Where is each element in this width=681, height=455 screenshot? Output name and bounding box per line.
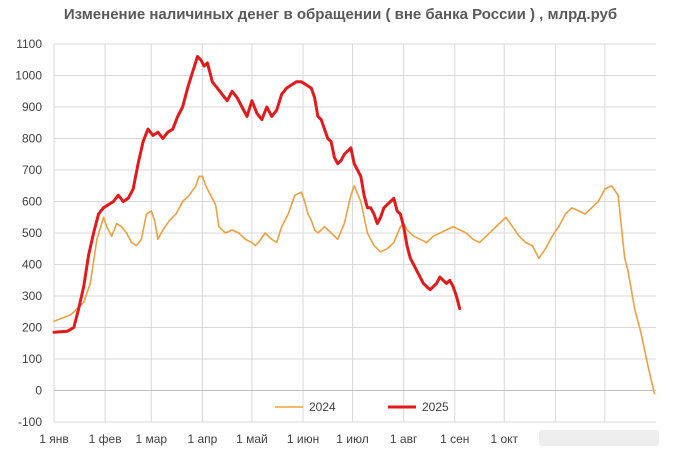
x-tick-label: 1 май — [236, 432, 268, 446]
x-tick-label: 1 янв — [39, 432, 69, 446]
series-line-2025 — [52, 55, 462, 334]
watermark-overlay — [539, 430, 659, 446]
series-lines — [52, 55, 656, 395]
y-tick-label: 200 — [22, 321, 42, 335]
gridlines — [53, 43, 656, 423]
legend-label-2024: 2024 — [309, 400, 336, 414]
y-tick-label: 100 — [22, 352, 42, 366]
y-tick-label: 0 — [35, 384, 42, 398]
x-axis-tick-labels: 1 янв 1 фев 1 мар 1 апр 1 май 1 июн 1 июл 1 авг… — [39, 432, 620, 446]
series-line-2024 — [53, 175, 656, 395]
y-tick-label: 800 — [22, 132, 42, 146]
x-tick-label: 1 авг — [390, 432, 418, 446]
x-tick-label: 1 июн — [287, 432, 319, 446]
legend: 2024 2025 — [275, 400, 449, 414]
y-tick-label: 400 — [22, 258, 42, 272]
y-tick-label: 300 — [22, 289, 42, 303]
x-tick-label: 1 окт — [490, 432, 518, 446]
y-tick-label: 1100 — [16, 37, 42, 51]
y-tick-label: 600 — [22, 195, 42, 209]
y-axis-tick-labels: -100 0 100 200 300 400 500 600 700 800 900 1000 1100 — [15, 37, 42, 429]
y-tick-label: 700 — [22, 163, 42, 177]
y-tick-label: 1000 — [15, 69, 42, 83]
y-tick-label: 500 — [22, 226, 42, 240]
x-tick-label: 1 июл — [336, 432, 368, 446]
x-tick-label: 1 сен — [440, 432, 469, 446]
x-tick-label: 1 апр — [188, 432, 218, 446]
legend-label-2025: 2025 — [422, 400, 449, 414]
chart-title: Изменение наличиных денег в обращении ( … — [63, 6, 618, 23]
x-tick-label: 1 фев — [89, 432, 122, 446]
x-tick-label: 1 мар — [136, 432, 168, 446]
y-tick-label: -100 — [18, 415, 42, 429]
y-tick-label: 900 — [22, 100, 42, 114]
